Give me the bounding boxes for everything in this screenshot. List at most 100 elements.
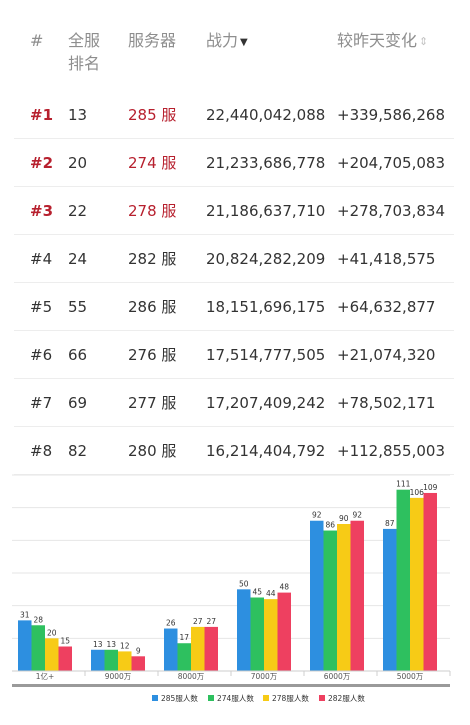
table-row[interactable]: #6 66 276 服 17,514,777,505 +21,074,320 xyxy=(0,331,470,379)
chart-bar xyxy=(237,589,251,671)
realm-rank-cell: 20 xyxy=(68,154,88,172)
chart-data-label: 28 xyxy=(33,615,43,624)
chart-legend-swatch xyxy=(263,695,269,701)
rank-cell: #6 xyxy=(30,346,53,364)
realm-rank-cell: 69 xyxy=(68,394,88,412)
power-cell: 20,824,282,209 xyxy=(206,250,326,268)
realm-rank-cell: 55 xyxy=(68,298,88,316)
chart-bar xyxy=(250,597,264,671)
change-sort-header[interactable]: 较昨天变化 ⇕ xyxy=(337,29,428,53)
chart-bar xyxy=(58,646,72,671)
server-cell: 278 服 xyxy=(128,202,177,220)
rank-cell: #8 xyxy=(30,442,53,460)
change-header-label: 较昨天变化 xyxy=(337,31,418,50)
chart-legend-label: 285服人数 xyxy=(161,693,198,703)
server-cell: 280 服 xyxy=(128,442,177,460)
realm-rank-cell: 82 xyxy=(68,442,88,460)
chart-bar xyxy=(277,592,291,671)
chart-bar xyxy=(104,649,118,671)
chart-data-label: 12 xyxy=(120,641,130,650)
power-cell: 21,186,637,710 xyxy=(206,202,326,220)
table-row[interactable]: #7 69 277 服 17,207,409,242 +78,502,171 xyxy=(0,379,470,427)
server-cell: 286 服 xyxy=(128,298,177,316)
chart-data-label: 44 xyxy=(266,589,276,598)
chart-bar xyxy=(177,643,191,671)
server-cell: 282 服 xyxy=(128,250,177,268)
change-cell: +339,586,268 xyxy=(337,106,445,124)
change-cell: +41,418,575 xyxy=(337,250,436,268)
chart-bar xyxy=(191,626,205,671)
chart-legend-label: 282服人数 xyxy=(328,693,365,703)
chart-bar xyxy=(91,649,105,671)
realm-rank-cell: 22 xyxy=(68,202,88,220)
power-cell: 16,214,404,792 xyxy=(206,442,326,460)
sort-both-icon[interactable]: ⇕ xyxy=(419,35,429,48)
change-cell: +64,632,877 xyxy=(337,298,436,316)
chart-data-label: 15 xyxy=(60,637,70,646)
table-row[interactable]: #1 13 285 服 22,440,042,088 +339,586,268 xyxy=(0,91,470,139)
chart-x-tick-label: 9000万 xyxy=(105,672,132,681)
rank-cell: #5 xyxy=(30,298,53,316)
server-cell: 277 服 xyxy=(128,394,177,412)
chart-data-label: 87 xyxy=(385,519,395,528)
rank-cell: #4 xyxy=(30,250,53,268)
server-cell: 274 服 xyxy=(128,154,177,172)
chart-data-label: 13 xyxy=(93,640,103,649)
sort-desc-icon[interactable]: ▼ xyxy=(240,37,248,48)
chart-data-label: 50 xyxy=(239,579,249,588)
table-row[interactable]: #8 82 280 服 16,214,404,792 +112,855,003 xyxy=(0,427,470,475)
chart-bar xyxy=(18,620,32,671)
table-row[interactable]: #3 22 278 服 21,186,637,710 +278,703,834 xyxy=(0,187,470,235)
chart-data-label: 92 xyxy=(312,511,322,520)
chart-data-label: 27 xyxy=(206,617,216,626)
power-cell: 17,514,777,505 xyxy=(206,346,326,364)
rank-cell: #1 xyxy=(30,106,54,124)
table-row[interactable]: #5 55 286 服 18,151,696,175 +64,632,877 xyxy=(0,283,470,331)
server-cell: 276 服 xyxy=(128,346,177,364)
rank-header: # xyxy=(30,31,44,50)
realm-rank-header[interactable]: 全服 排名 xyxy=(68,29,100,75)
rank-cell: #3 xyxy=(30,202,54,220)
realm-rank-header-line1: 全服 xyxy=(68,31,101,50)
table-header: # 全服 排名 服务器 战力 ▼ 较昨天变化 ⇕ xyxy=(0,0,470,90)
chart-x-tick-label: 1亿+ xyxy=(36,671,55,681)
chart-data-label: 17 xyxy=(179,633,189,642)
rank-cell: #7 xyxy=(30,394,53,412)
chart-data-label: 48 xyxy=(279,583,289,592)
server-cell: 285 服 xyxy=(128,106,177,124)
chart-data-label: 111 xyxy=(396,480,411,489)
realm-rank-cell: 24 xyxy=(68,250,88,268)
chart-x-tick-label: 5000万 xyxy=(397,672,424,681)
chart-data-label: 26 xyxy=(166,619,176,628)
chart-data-label: 45 xyxy=(252,588,262,597)
chart-bar xyxy=(264,599,278,671)
power-cell: 17,207,409,242 xyxy=(206,394,326,412)
power-header-label: 战力 xyxy=(206,31,239,50)
chart-bar xyxy=(410,497,424,671)
power-cell: 21,233,686,778 xyxy=(206,154,326,172)
chart-bar xyxy=(423,492,437,671)
chart-data-label: 9 xyxy=(136,646,141,655)
chart-bar xyxy=(350,520,364,671)
chart-data-label: 20 xyxy=(47,628,57,637)
rank-cell: #2 xyxy=(30,154,54,172)
chart-scrollbar xyxy=(12,684,450,687)
chart-x-tick-label: 8000万 xyxy=(178,672,205,681)
chart-legend-label: 278服人数 xyxy=(272,693,309,703)
change-cell: +112,855,003 xyxy=(337,442,445,460)
chart-bar xyxy=(131,656,145,671)
chart-bar xyxy=(164,628,178,671)
chart-legend-swatch xyxy=(152,695,158,701)
chart-data-label: 106 xyxy=(410,488,425,497)
change-cell: +204,705,083 xyxy=(337,154,445,172)
chart-data-label: 90 xyxy=(339,514,349,523)
chart-data-label: 13 xyxy=(106,640,116,649)
realm-rank-cell: 66 xyxy=(68,346,88,364)
power-sort-header[interactable]: 战力 ▼ xyxy=(206,29,248,54)
chart-legend-label: 274服人数 xyxy=(217,693,254,703)
server-header[interactable]: 服务器 xyxy=(128,31,177,50)
table-row[interactable]: #2 20 274 服 21,233,686,778 +204,705,083 xyxy=(0,139,470,187)
power-cell: 18,151,696,175 xyxy=(206,298,326,316)
chart-bar xyxy=(204,626,218,671)
table-row[interactable]: #4 24 282 服 20,824,282,209 +41,418,575 xyxy=(0,235,470,283)
